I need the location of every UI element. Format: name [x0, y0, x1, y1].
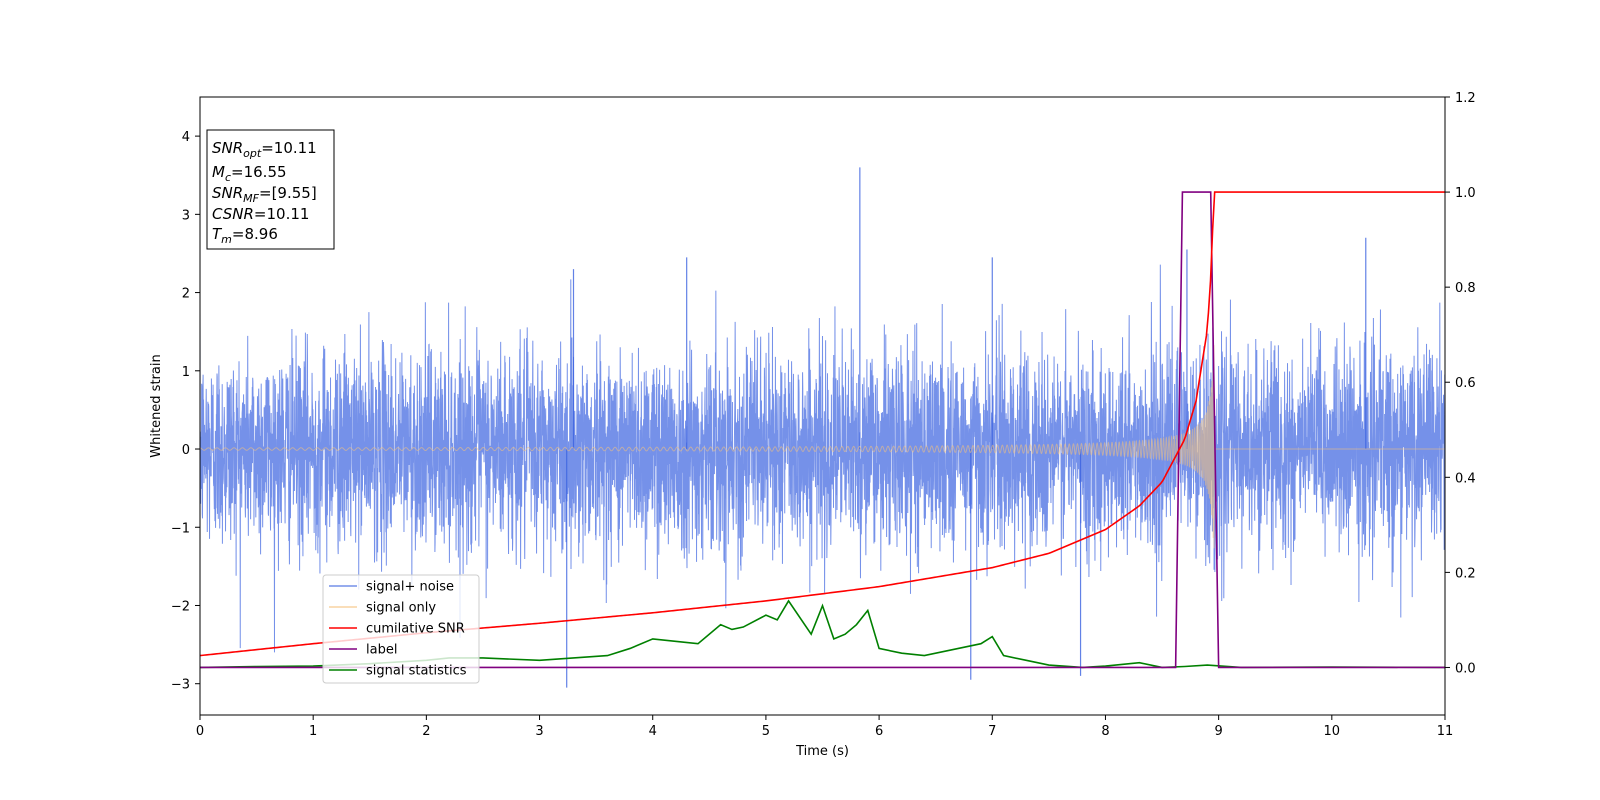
axes: 0 1 2 3 4 5 6 7 8 9 10 11 −3 −2 −1 0 1 2 3 4 0.0 0.2 0.4 0.6 0.8… [171, 91, 1476, 739]
legend-label: label [366, 643, 397, 658]
x-tick-label: 10 [1324, 724, 1341, 739]
legend-label: cumilative SNR [366, 622, 465, 637]
y2-tick-label: 0.8 [1455, 281, 1476, 296]
y-tick-label: 4 [182, 130, 190, 145]
info-mc: Mc=16.55 [212, 163, 287, 184]
x-tick-label: 11 [1437, 724, 1454, 739]
legend-frame [322, 574, 480, 684]
info-csnr: CSNR=10.11 [212, 205, 309, 223]
x-tick-label: 4 [649, 724, 657, 739]
signal-only-line [200, 345, 1445, 549]
x-tick-label: 9 [1214, 724, 1222, 739]
y-tick-label: −3 [171, 678, 190, 693]
legend: signal+ noise signal only cumilative SNR la… [322, 574, 480, 684]
y2-tick-label: 0.6 [1455, 376, 1476, 391]
info-tm: Tm=8.96 [212, 225, 278, 246]
y-tick-label: 3 [182, 208, 190, 223]
y2-tick-label: 1.2 [1455, 91, 1476, 106]
plot-frame [199, 96, 1446, 716]
y-tick-label: 0 [182, 443, 190, 458]
y-tick-label: −2 [171, 599, 190, 614]
info-snr_mf: SNRMF=[9.55] [212, 184, 317, 205]
x-tick-label: 6 [875, 724, 883, 739]
x-tick-label: 3 [535, 724, 543, 739]
x-tick-label: 8 [1101, 724, 1109, 739]
signal-noise-line [200, 264, 1445, 653]
signal-statistics-line [200, 599, 1445, 669]
info-box-frame [206, 129, 335, 250]
x-tick-label: 5 [762, 724, 770, 739]
y-tick-label: 2 [182, 287, 190, 302]
y-axis-label: Whitened strain [149, 354, 164, 457]
y2-tick-label: 0.4 [1455, 471, 1476, 486]
legend-label: signal statistics [366, 664, 467, 679]
x-tick-label: 7 [988, 724, 996, 739]
legend-label: signal only [366, 601, 436, 616]
y-tick-label: 1 [182, 365, 190, 380]
y2-tick-label: 0.0 [1455, 661, 1476, 676]
x-axis-label: Time (s) [795, 744, 849, 759]
info-box: SNRopt=10.11 Mc=16.55SNRMF=[9.55]CSNR=10.… [206, 129, 335, 250]
x-tick-label: 2 [422, 724, 430, 739]
y-tick-label: −1 [171, 521, 190, 536]
y2-tick-label: 0.2 [1455, 566, 1476, 581]
y2-tick-label: 1.0 [1455, 186, 1476, 201]
x-tick-label: 0 [196, 724, 204, 739]
label-line [200, 191, 1445, 669]
legend-label: signal+ noise [366, 580, 454, 595]
x-tick-label: 1 [309, 724, 317, 739]
info-snr_opt: SNRopt=10.11 [212, 139, 317, 160]
